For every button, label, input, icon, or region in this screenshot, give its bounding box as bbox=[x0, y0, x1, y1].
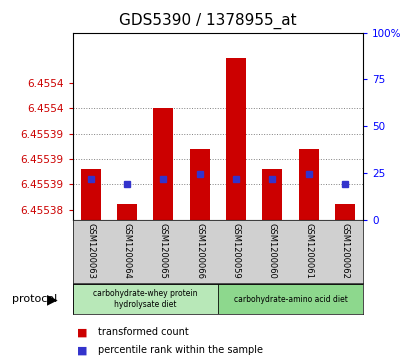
Text: GSM1200066: GSM1200066 bbox=[195, 223, 204, 279]
Bar bbox=[335, 204, 355, 220]
Text: GSM1200065: GSM1200065 bbox=[159, 223, 168, 279]
Text: GSM1200059: GSM1200059 bbox=[232, 223, 241, 278]
Bar bbox=[190, 149, 210, 220]
Text: ■: ■ bbox=[77, 345, 87, 355]
Text: ▶: ▶ bbox=[46, 292, 57, 306]
Bar bbox=[218, 284, 363, 314]
Bar bbox=[117, 204, 137, 220]
Text: percentile rank within the sample: percentile rank within the sample bbox=[98, 345, 263, 355]
Text: transformed count: transformed count bbox=[98, 327, 188, 337]
Text: GSM1200060: GSM1200060 bbox=[268, 223, 277, 279]
Text: GDS5390 / 1378955_at: GDS5390 / 1378955_at bbox=[119, 13, 296, 29]
Text: GSM1200062: GSM1200062 bbox=[340, 223, 349, 279]
Text: GSM1200063: GSM1200063 bbox=[86, 223, 95, 279]
Bar bbox=[299, 149, 319, 220]
Bar bbox=[73, 284, 218, 314]
Text: GSM1200061: GSM1200061 bbox=[304, 223, 313, 279]
Text: carbohydrate-amino acid diet: carbohydrate-amino acid diet bbox=[234, 295, 347, 303]
Text: GSM1200064: GSM1200064 bbox=[122, 223, 132, 279]
Text: carbohydrate-whey protein
hydrolysate diet: carbohydrate-whey protein hydrolysate di… bbox=[93, 289, 198, 309]
Text: ■: ■ bbox=[77, 327, 87, 337]
Bar bbox=[226, 58, 246, 220]
Bar bbox=[81, 169, 101, 220]
Bar bbox=[154, 109, 173, 220]
Bar bbox=[262, 169, 282, 220]
Text: protocol: protocol bbox=[12, 294, 58, 304]
